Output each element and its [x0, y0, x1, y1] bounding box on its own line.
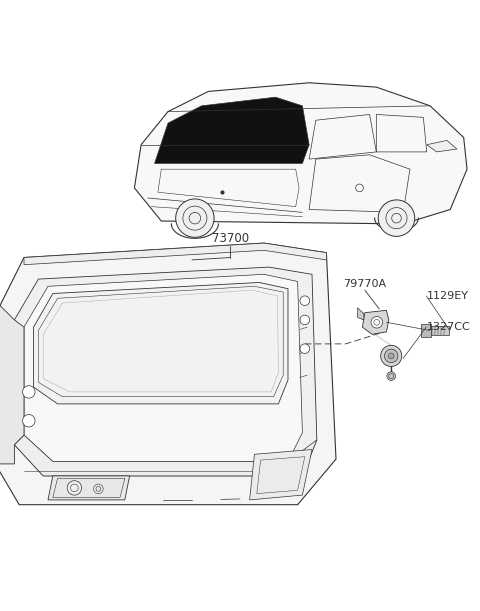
Polygon shape	[155, 97, 309, 163]
Polygon shape	[362, 310, 389, 334]
Circle shape	[67, 481, 82, 495]
Circle shape	[381, 345, 402, 367]
Polygon shape	[0, 243, 336, 505]
Polygon shape	[250, 450, 312, 500]
Circle shape	[388, 353, 394, 359]
Polygon shape	[134, 82, 467, 224]
Polygon shape	[34, 282, 288, 404]
Circle shape	[300, 344, 310, 354]
Circle shape	[176, 199, 214, 237]
Circle shape	[300, 315, 310, 324]
Circle shape	[300, 296, 310, 306]
Polygon shape	[24, 243, 326, 265]
Circle shape	[371, 316, 383, 328]
Polygon shape	[24, 274, 302, 461]
Polygon shape	[0, 306, 24, 464]
Text: 1327CC: 1327CC	[427, 322, 471, 332]
Circle shape	[384, 349, 398, 362]
Circle shape	[23, 386, 35, 398]
Polygon shape	[48, 476, 130, 500]
Text: 1129EY: 1129EY	[427, 291, 469, 301]
Polygon shape	[427, 141, 457, 152]
Polygon shape	[14, 267, 317, 476]
Polygon shape	[430, 326, 449, 335]
Circle shape	[387, 371, 396, 381]
Circle shape	[378, 200, 415, 236]
Polygon shape	[358, 308, 364, 320]
Text: 73700: 73700	[212, 233, 249, 246]
Polygon shape	[148, 163, 309, 213]
Text: 79770A: 79770A	[343, 279, 386, 289]
Polygon shape	[421, 324, 431, 337]
Circle shape	[23, 414, 35, 427]
Polygon shape	[14, 435, 317, 476]
